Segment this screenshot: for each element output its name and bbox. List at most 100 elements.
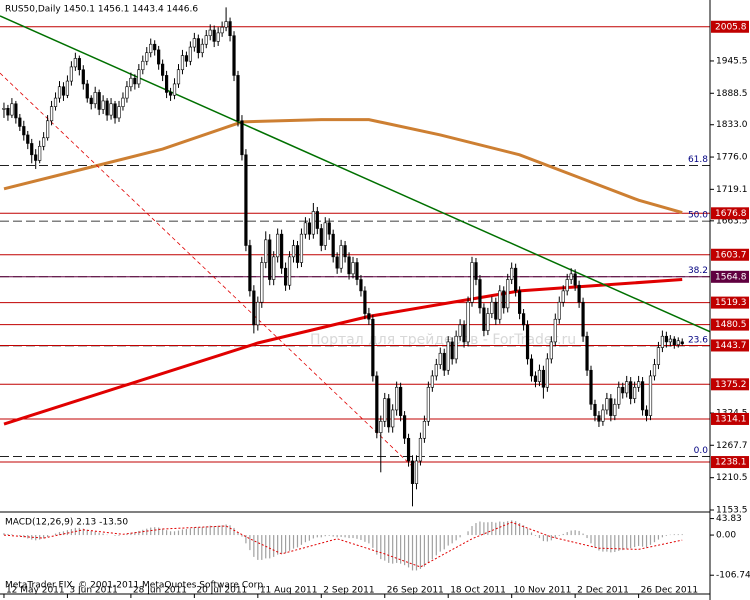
level-label: 1314.1 [715,414,747,424]
candle-body [157,49,161,65]
overlay-line [0,15,711,333]
candle-body [446,341,450,371]
candle-body [367,313,371,320]
candle-body [61,86,66,96]
level-box [711,339,749,352]
candle-body [240,120,244,156]
x-tick-label: 18 Oct 2011 [450,586,506,596]
candle-body [585,335,589,371]
footer: MetaTrader FIX, © 2001-2011 MetaQuotes S… [5,581,266,591]
level-box [711,248,749,261]
candle-body [553,318,557,343]
candle-body [664,335,668,343]
candle-body [633,386,637,399]
candle-body [533,375,538,382]
candle-body [153,43,157,51]
candle-body [672,338,676,346]
level-box [711,20,749,33]
candle-body [232,35,236,76]
candle-body [383,398,387,422]
y-tick-label: 1833.0 [716,120,748,130]
candle-body [414,460,419,484]
candle-body [45,120,50,139]
candle-body [141,60,145,71]
y-tick-label: 1210.5 [716,473,748,483]
candle-body [10,103,14,116]
candle-body [188,46,192,62]
x-tick-label: 3 Jun 2011 [69,586,117,596]
candle-body [280,233,284,269]
candle-body [315,211,319,229]
candle-body [442,352,446,371]
candle-body [458,324,462,337]
level-box [711,456,749,469]
candle-body [323,222,327,246]
candle-body [81,69,85,85]
fib-label: 38.2 [688,266,708,276]
candle-body [418,437,423,462]
level-label: 1443.7 [715,341,747,351]
y-tick-label: 43.83 [716,514,742,524]
candle-body [478,279,482,309]
candle-body [387,398,391,428]
candle-body [18,117,22,127]
candle-body [252,290,256,326]
candle-body [268,239,272,280]
candle-body [204,35,208,45]
candle-body [399,386,403,416]
candle-body [117,106,121,119]
candle-body [113,103,117,119]
candle-body [648,375,653,416]
candle-body [327,222,331,235]
candle-body [343,245,347,258]
candle-body [283,267,288,286]
candle-body [200,43,204,54]
candle-body [371,318,375,377]
candle-body [430,375,434,388]
candle-body [192,38,196,48]
watermark: Портал для трейдеров - ForTrader.ru [310,332,576,348]
candle-body [335,256,339,269]
candle-body [502,290,506,309]
candle-body [660,335,665,348]
candle-body [121,97,125,107]
candle-body [625,381,629,394]
candle-body [506,279,510,309]
candle-body [125,86,129,99]
level-box [711,378,749,391]
y-tick-label: -106.74 [716,571,750,581]
candle-body [244,154,248,246]
candle-body [168,92,173,96]
candle-body [422,420,427,439]
candle-body [510,267,514,280]
candle-body [53,97,58,107]
candle-body [434,364,438,377]
y-tick-label: 1776.0 [716,153,748,163]
candle-body [601,409,605,422]
candle-body [410,460,415,484]
level-box [711,207,749,220]
candle-body [73,58,77,68]
candle-body [145,52,149,62]
level-label: 1375.2 [715,380,747,390]
candle-body [77,58,81,71]
candle-body [569,273,573,280]
candle-body [609,398,613,416]
candle-body [640,381,645,411]
y-tick-label: 1663.5 [716,216,748,226]
candle-body [220,26,224,34]
x-tick-label: 12 May 2011 [6,586,65,596]
candle-body [652,364,657,377]
candle-body [34,154,38,161]
candle-body [466,301,470,343]
candle-body [573,273,577,286]
candle-body [597,415,601,422]
x-tick-label: 2 Dec 2011 [577,586,629,596]
candle-body [637,381,641,388]
candle-body [224,21,228,28]
fib-label: 50.0 [688,211,708,221]
level-label: 1238.1 [715,458,747,468]
candle-body [339,245,343,269]
candle-body [105,100,109,116]
candle-body [668,338,672,343]
